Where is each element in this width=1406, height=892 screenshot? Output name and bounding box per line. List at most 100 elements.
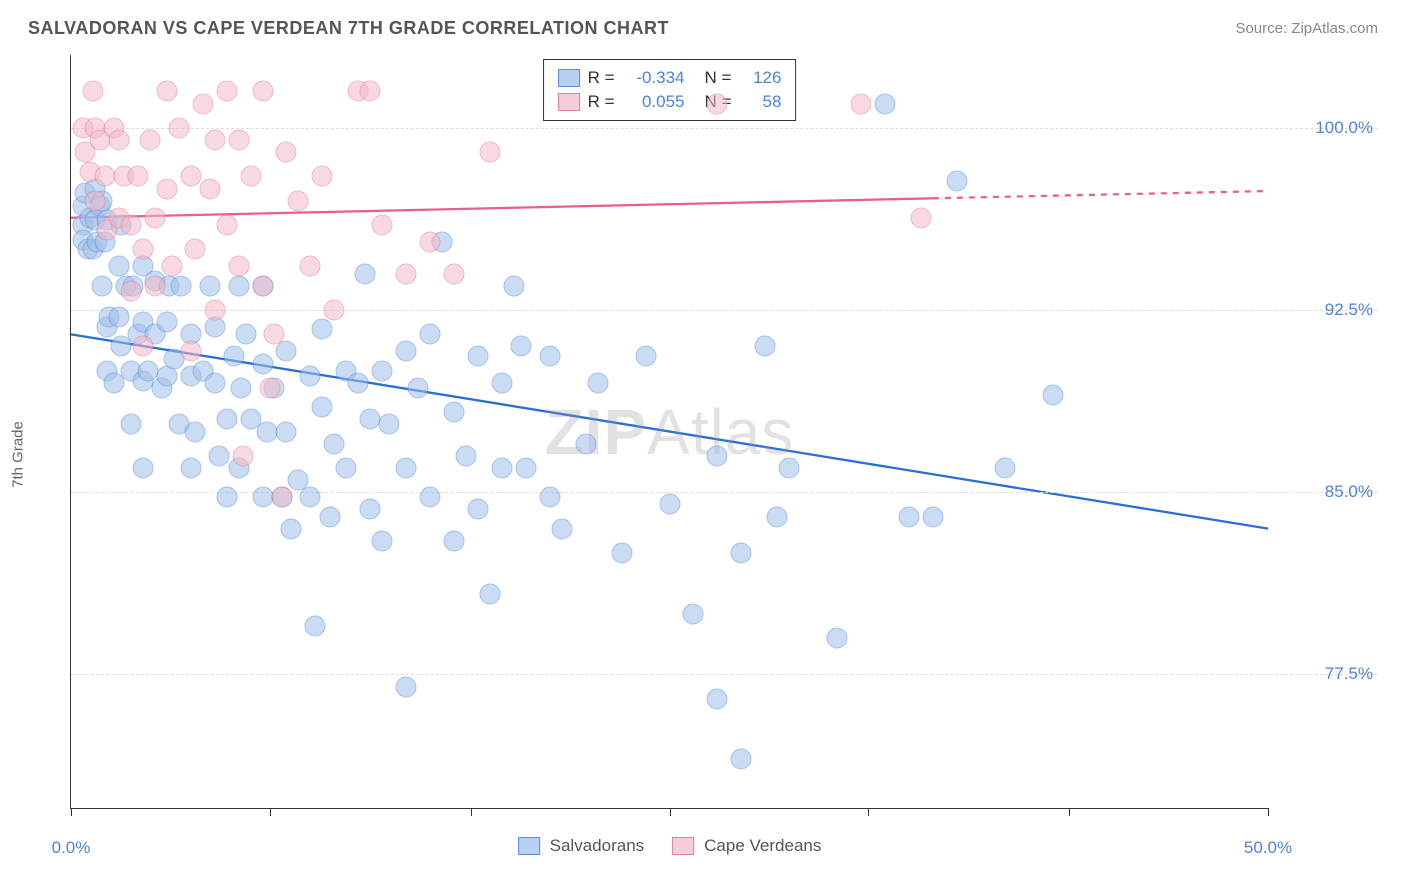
data-point <box>168 117 189 138</box>
data-point <box>204 300 225 321</box>
data-point <box>300 365 321 386</box>
y-tick-label: 85.0% <box>1325 482 1373 502</box>
data-point <box>120 414 141 435</box>
data-point <box>851 93 872 114</box>
data-point <box>144 207 165 228</box>
data-point <box>683 603 704 624</box>
y-axis-label: 7th Grade <box>10 421 27 488</box>
data-point <box>276 341 297 362</box>
chart-header: SALVADORAN VS CAPE VERDEAN 7TH GRADE COR… <box>0 0 1406 49</box>
data-point <box>120 280 141 301</box>
data-point <box>199 178 220 199</box>
data-point <box>128 166 149 187</box>
data-point <box>223 346 244 367</box>
data-point <box>312 397 333 418</box>
data-point <box>199 275 220 296</box>
data-point <box>779 457 800 478</box>
data-point <box>922 506 943 527</box>
data-point <box>707 445 728 466</box>
data-point <box>252 275 273 296</box>
data-point <box>132 239 153 260</box>
data-point <box>281 518 302 539</box>
data-point <box>396 263 417 284</box>
data-point <box>252 81 273 102</box>
data-point <box>192 93 213 114</box>
data-point <box>910 207 931 228</box>
data-point <box>898 506 919 527</box>
data-point <box>767 506 788 527</box>
data-point <box>233 445 254 466</box>
r-value: -0.334 <box>623 66 685 90</box>
data-point <box>305 615 326 636</box>
data-point <box>539 487 560 508</box>
data-point <box>240 166 261 187</box>
data-point <box>144 275 165 296</box>
legend-label: Salvadorans <box>550 836 645 856</box>
data-point <box>108 307 129 328</box>
x-tick-label: 0.0% <box>52 838 91 858</box>
data-point <box>467 346 488 367</box>
plot-region: ZIPAtlas R =-0.334N =126R =0.055N =58 Sa… <box>70 55 1268 809</box>
data-point <box>312 166 333 187</box>
data-point <box>84 190 105 211</box>
data-point <box>491 372 512 393</box>
data-point <box>420 232 441 253</box>
data-point <box>216 215 237 236</box>
legend-swatch <box>518 837 540 855</box>
y-tick-label: 100.0% <box>1315 118 1373 138</box>
data-point <box>259 377 280 398</box>
data-point <box>1042 385 1063 406</box>
n-value: 126 <box>739 66 781 90</box>
data-point <box>235 324 256 345</box>
data-point <box>161 256 182 277</box>
data-point <box>360 81 381 102</box>
data-point <box>946 171 967 192</box>
r-value: 0.055 <box>623 90 685 114</box>
data-point <box>271 487 292 508</box>
data-point <box>276 142 297 163</box>
data-point <box>479 584 500 605</box>
data-point <box>503 275 524 296</box>
data-point <box>467 499 488 520</box>
data-point <box>575 433 596 454</box>
data-point <box>257 421 278 442</box>
data-point <box>82 81 103 102</box>
data-point <box>228 275 249 296</box>
data-point <box>180 341 201 362</box>
x-tick <box>471 808 472 816</box>
data-point <box>551 518 572 539</box>
trend-line-extrapolated <box>933 191 1268 198</box>
data-point <box>707 93 728 114</box>
data-point <box>372 215 393 236</box>
x-tick <box>868 808 869 816</box>
data-point <box>372 360 393 381</box>
data-point <box>827 627 848 648</box>
data-point <box>216 81 237 102</box>
data-point <box>204 130 225 151</box>
data-point <box>456 445 477 466</box>
data-point <box>264 324 285 345</box>
series-legend: SalvadoransCape Verdeans <box>518 836 822 856</box>
data-point <box>324 433 345 454</box>
legend-row: R =0.055N =58 <box>558 90 782 114</box>
x-tick <box>1268 808 1269 816</box>
data-point <box>408 377 429 398</box>
data-point <box>659 494 680 515</box>
data-point <box>355 263 376 284</box>
legend-swatch <box>558 93 580 111</box>
data-point <box>319 506 340 527</box>
data-point <box>94 166 115 187</box>
data-point <box>209 445 230 466</box>
legend-swatch <box>558 69 580 87</box>
y-tick-label: 77.5% <box>1325 664 1373 684</box>
data-point <box>755 336 776 357</box>
correlation-legend: R =-0.334N =126R =0.055N =58 <box>543 59 797 121</box>
data-point <box>228 130 249 151</box>
chart-title: SALVADORAN VS CAPE VERDEAN 7TH GRADE COR… <box>28 18 669 39</box>
data-point <box>874 93 895 114</box>
source-attribution: Source: ZipAtlas.com <box>1235 20 1378 37</box>
legend-swatch <box>672 837 694 855</box>
data-point <box>324 300 345 321</box>
data-point <box>511 336 532 357</box>
data-point <box>288 190 309 211</box>
